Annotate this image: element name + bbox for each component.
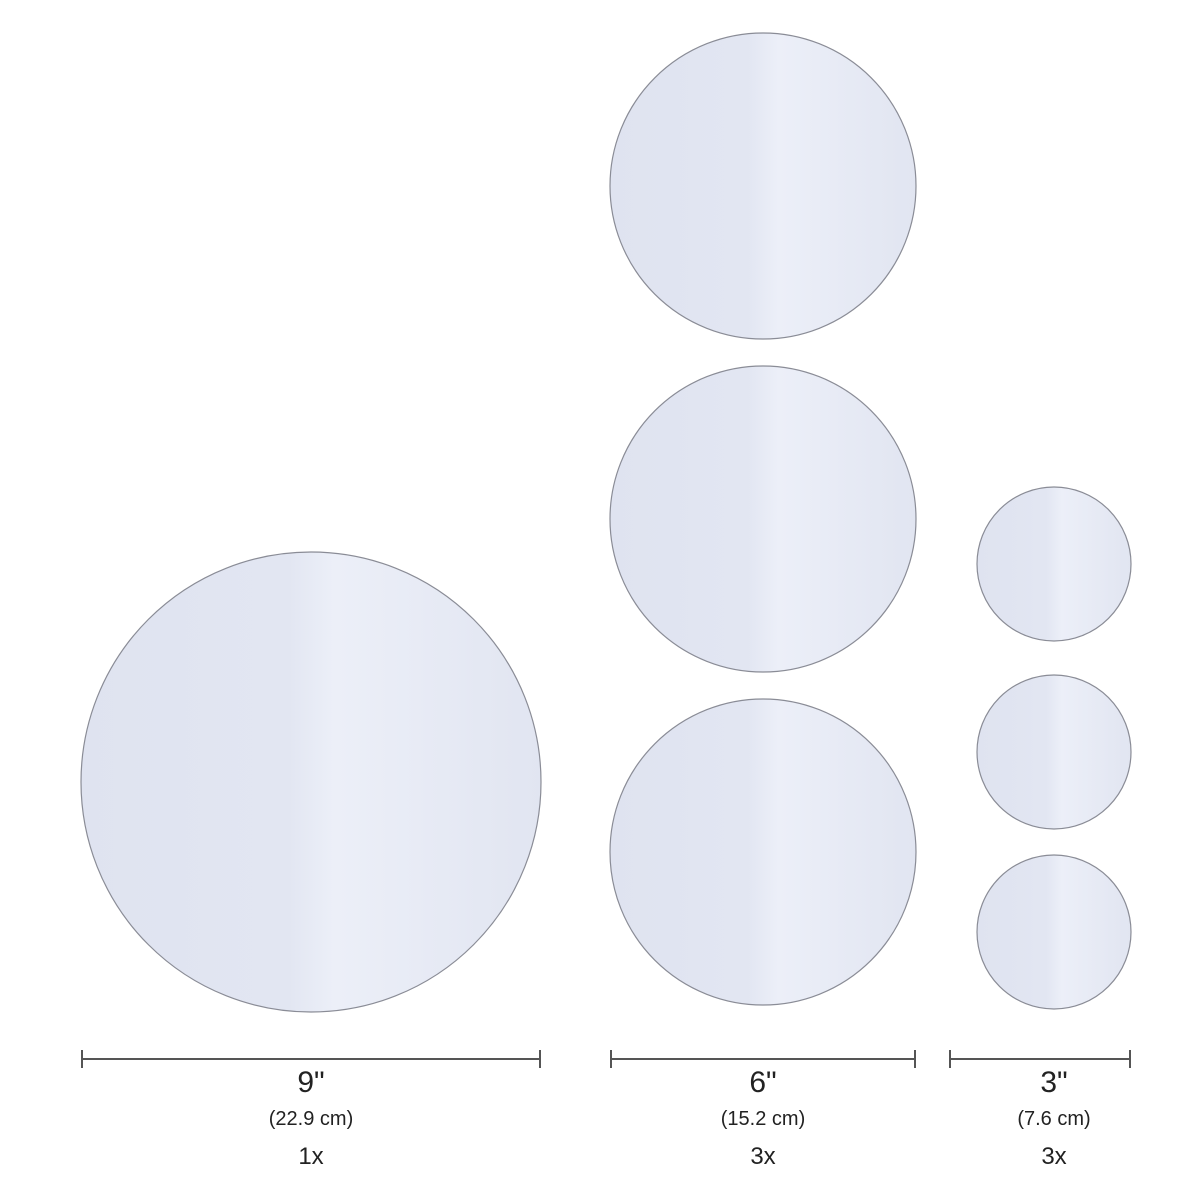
dimension-line-9in: [81, 1050, 541, 1068]
metric-label-9in: (22.9 cm): [268, 1108, 354, 1130]
size-label-9in: 9": [297, 1066, 325, 1099]
quantity-label-9in: 1x: [298, 1143, 324, 1170]
quantity-label-6in: 3x: [750, 1143, 776, 1170]
quantity-label-3in: 3x: [1041, 1143, 1067, 1170]
mirror-6in: [609, 365, 917, 673]
metric-label-3in: (7.6 cm): [1017, 1108, 1091, 1130]
mirror-6in: [609, 698, 917, 1006]
dimension-line-3in: [949, 1050, 1131, 1068]
mirror-3in: [976, 486, 1132, 642]
size-label-3in: 3": [1040, 1066, 1068, 1099]
mirror-3in: [976, 854, 1132, 1010]
mirror-3in: [976, 674, 1132, 830]
mirror-9in: [80, 551, 542, 1013]
metric-label-6in: (15.2 cm): [720, 1108, 806, 1130]
dimension-line-6in: [610, 1050, 916, 1068]
size-label-6in: 6": [749, 1066, 777, 1099]
mirror-6in: [609, 32, 917, 340]
